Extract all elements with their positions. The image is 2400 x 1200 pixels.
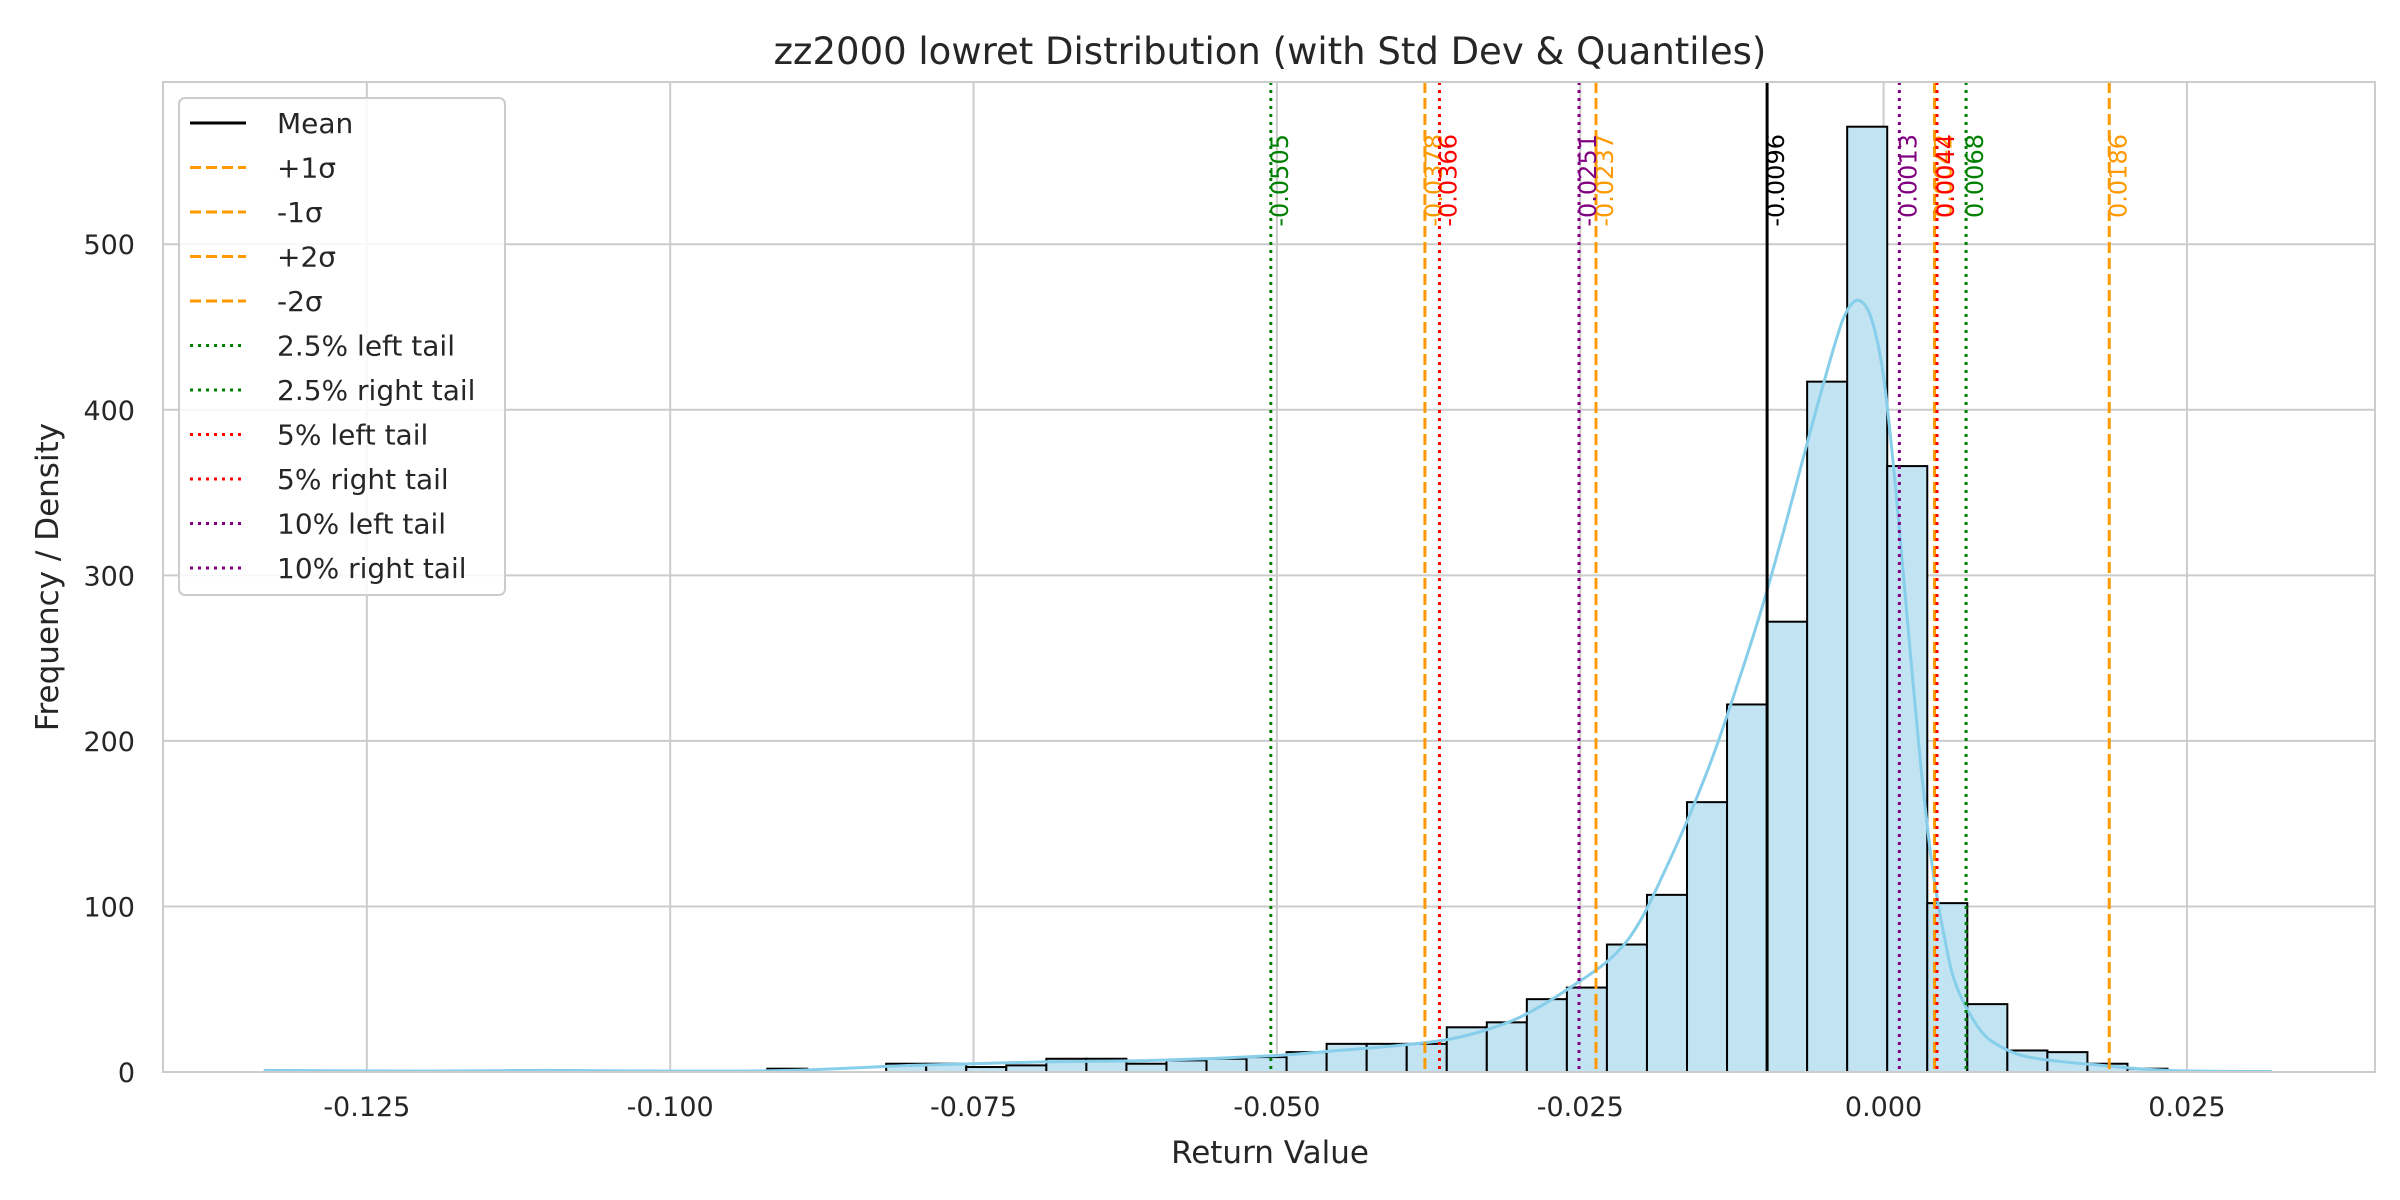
reference-line-value-label: -0.0251 xyxy=(1574,134,1602,227)
reference-line-value-label: 0.0068 xyxy=(1961,134,1989,218)
legend: Mean +1σ -1σ +2σ -2σ 2.5% left tail 2.5% right… xyxy=(178,97,506,596)
kde-curve xyxy=(263,298,2272,1073)
y-axis-label: Frequency / Density xyxy=(30,423,66,731)
legend-entry-label: -2σ xyxy=(277,285,323,318)
axes-frame xyxy=(162,81,2376,1073)
legend-entry-label: 5% left tail xyxy=(277,419,428,452)
legend-entry-label: 2.5% right tail xyxy=(277,374,475,407)
chart-title: zz2000 lowret Distribution (with Std Dev… xyxy=(774,30,1767,73)
histogram-bar xyxy=(1766,620,1809,1073)
x-tick-label: -0.075 xyxy=(930,1092,1017,1123)
y-tick-label: 200 xyxy=(83,727,135,758)
histogram-bar xyxy=(1165,1059,1208,1074)
legend-entry-label: +2σ xyxy=(277,241,336,274)
histogram-bar xyxy=(1726,703,1769,1073)
legend-entry-label: 5% right tail xyxy=(277,463,449,496)
histogram-bar xyxy=(1806,380,1849,1074)
x-tick-label: -0.100 xyxy=(627,1092,714,1123)
axis-ticks: -0.125 -0.100 -0.075 -0.050 -0.025 0.000 0.025… xyxy=(83,230,2225,1123)
reference-line-value-label: -0.0096 xyxy=(1762,134,1790,227)
legend-entry-label: 2.5% left tail xyxy=(277,330,455,363)
histogram-bar xyxy=(1245,1056,1288,1074)
histogram-bar xyxy=(1645,893,1689,1074)
reference-line-value-label: 0.0013 xyxy=(1894,134,1922,218)
reference-line-value-label: -0.0366 xyxy=(1434,134,1462,227)
y-tick-label: 100 xyxy=(83,892,135,923)
y-tick-label: 300 xyxy=(83,561,135,592)
reference-line-value-label: -0.0237 xyxy=(1591,134,1619,227)
histogram-bar xyxy=(1686,801,1729,1073)
legend-entry-label: +1σ xyxy=(277,152,336,185)
legend-box xyxy=(178,97,506,596)
x-tick-label: 0.025 xyxy=(2148,1092,2225,1123)
legend-entry-label: Mean xyxy=(277,107,353,140)
histogram-bar xyxy=(1846,125,1889,1074)
x-tick-label: -0.025 xyxy=(1537,1092,1624,1123)
x-axis-label: Return Value xyxy=(1171,1135,1369,1171)
y-tick-label: 0 xyxy=(118,1058,135,1089)
legend-entry-label: 10% right tail xyxy=(277,552,467,585)
histogram-bar xyxy=(1605,943,1648,1073)
plot-border xyxy=(162,81,2376,1073)
x-tick-label: 0.000 xyxy=(1845,1092,1922,1123)
reference-line-value-label: 0.0042 xyxy=(1930,134,1958,218)
reference-lines: -0.0096 -0.0237 0.0042 -0.0378 0.0186 -0.0505… xyxy=(1266,82,2132,1072)
kde-curve-group xyxy=(263,298,2272,1073)
y-tick-label: 400 xyxy=(83,396,135,427)
x-tick-label: -0.125 xyxy=(323,1092,410,1123)
reference-line-value-label: 0.0186 xyxy=(2104,134,2132,218)
histogram-bar xyxy=(1565,986,1608,1073)
reference-line-value-label: -0.0505 xyxy=(1266,134,1294,227)
x-tick-label: -0.050 xyxy=(1233,1092,1320,1123)
histogram-bar xyxy=(1125,1062,1168,1074)
reference-line-value-label: 0.0044 xyxy=(1932,134,1960,218)
histogram-bar xyxy=(1205,1057,1248,1074)
legend-entry-label: -1σ xyxy=(277,196,323,229)
y-tick-label: 500 xyxy=(83,230,135,261)
reference-line-value-label: -0.0378 xyxy=(1420,134,1448,227)
legend-entry-label: 10% left tail xyxy=(277,508,446,541)
histogram-bar xyxy=(1485,1021,1528,1074)
